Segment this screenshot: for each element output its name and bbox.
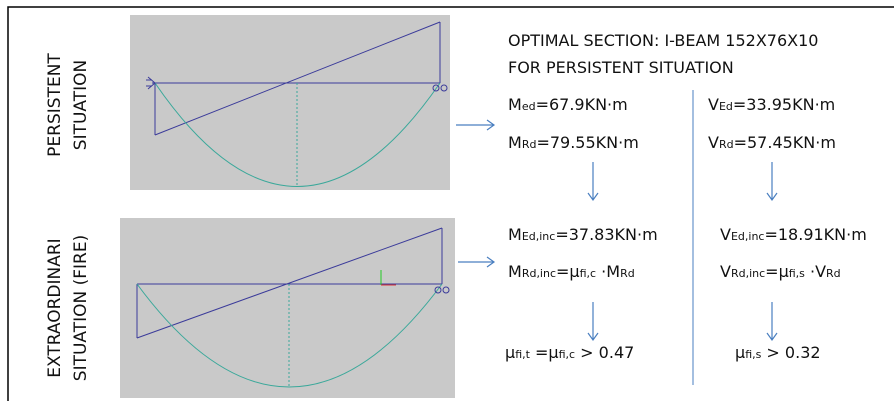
subscript: fi,c — [580, 267, 596, 280]
formula-text: ·V — [805, 262, 826, 281]
subscript: Ed — [719, 100, 733, 113]
formula-text: =79.55KN·m — [536, 133, 638, 152]
subscript: ed — [522, 100, 536, 113]
subscript: Ed,inc — [522, 230, 556, 243]
slide: OPTIMAL SECTION: I-BEAM 152X76X10 FOR PE… — [0, 0, 894, 401]
subscript: fi,s — [745, 348, 761, 361]
subscript: Rd — [620, 267, 635, 280]
formula-text: V — [720, 225, 731, 244]
side-label: SITUATION (FIRE) — [71, 235, 91, 381]
formula-text: M — [508, 225, 522, 244]
formula-text: V — [720, 262, 731, 281]
side-label: EXTRAORDINARI — [45, 238, 65, 377]
fire-diagram — [120, 218, 455, 398]
formula-text: > 0.47 — [575, 343, 634, 362]
header-line: FOR PERSISTENT SITUATION — [508, 58, 734, 77]
subscript: Ed,inc — [731, 230, 765, 243]
formula-text: =18.91KN·m — [764, 225, 866, 244]
formula-text: M — [508, 95, 522, 114]
subscript: Rd,inc — [731, 267, 765, 280]
formula-text: =μ — [556, 262, 580, 281]
subscript: fi,s — [789, 267, 805, 280]
formula-text: μ — [505, 343, 515, 362]
subscript: Rd — [826, 267, 841, 280]
formula-text: =67.9KN·m — [536, 95, 628, 114]
formula-text: =33.95KN·m — [733, 95, 835, 114]
formula-text: M — [508, 262, 522, 281]
subscript: fi,t — [515, 348, 530, 361]
persistent-diagram — [130, 15, 450, 190]
side-label: SITUATION — [71, 60, 91, 150]
formula-text: ·M — [596, 262, 620, 281]
subscript: fi,c — [559, 348, 575, 361]
formula-text: μ — [735, 343, 745, 362]
subscript: Rd — [719, 138, 734, 151]
page: OPTIMAL SECTION: I-BEAM 152X76X10 FOR PE… — [0, 0, 894, 401]
header-line: OPTIMAL SECTION: I-BEAM 152X76X10 — [508, 31, 818, 50]
formula-text: V — [708, 133, 719, 152]
subscript: Rd — [522, 138, 537, 151]
formula-text: V — [708, 95, 719, 114]
subscript: Rd,inc — [522, 267, 556, 280]
side-label: PERSISTENT — [45, 53, 65, 157]
formula-text: =37.83KN·m — [555, 225, 657, 244]
formula-text: =μ — [530, 343, 559, 362]
formula-text: =57.45KN·m — [734, 133, 836, 152]
formula-text: M — [508, 133, 522, 152]
formula-text: > 0.32 — [761, 343, 820, 362]
formula-text: =μ — [765, 262, 789, 281]
